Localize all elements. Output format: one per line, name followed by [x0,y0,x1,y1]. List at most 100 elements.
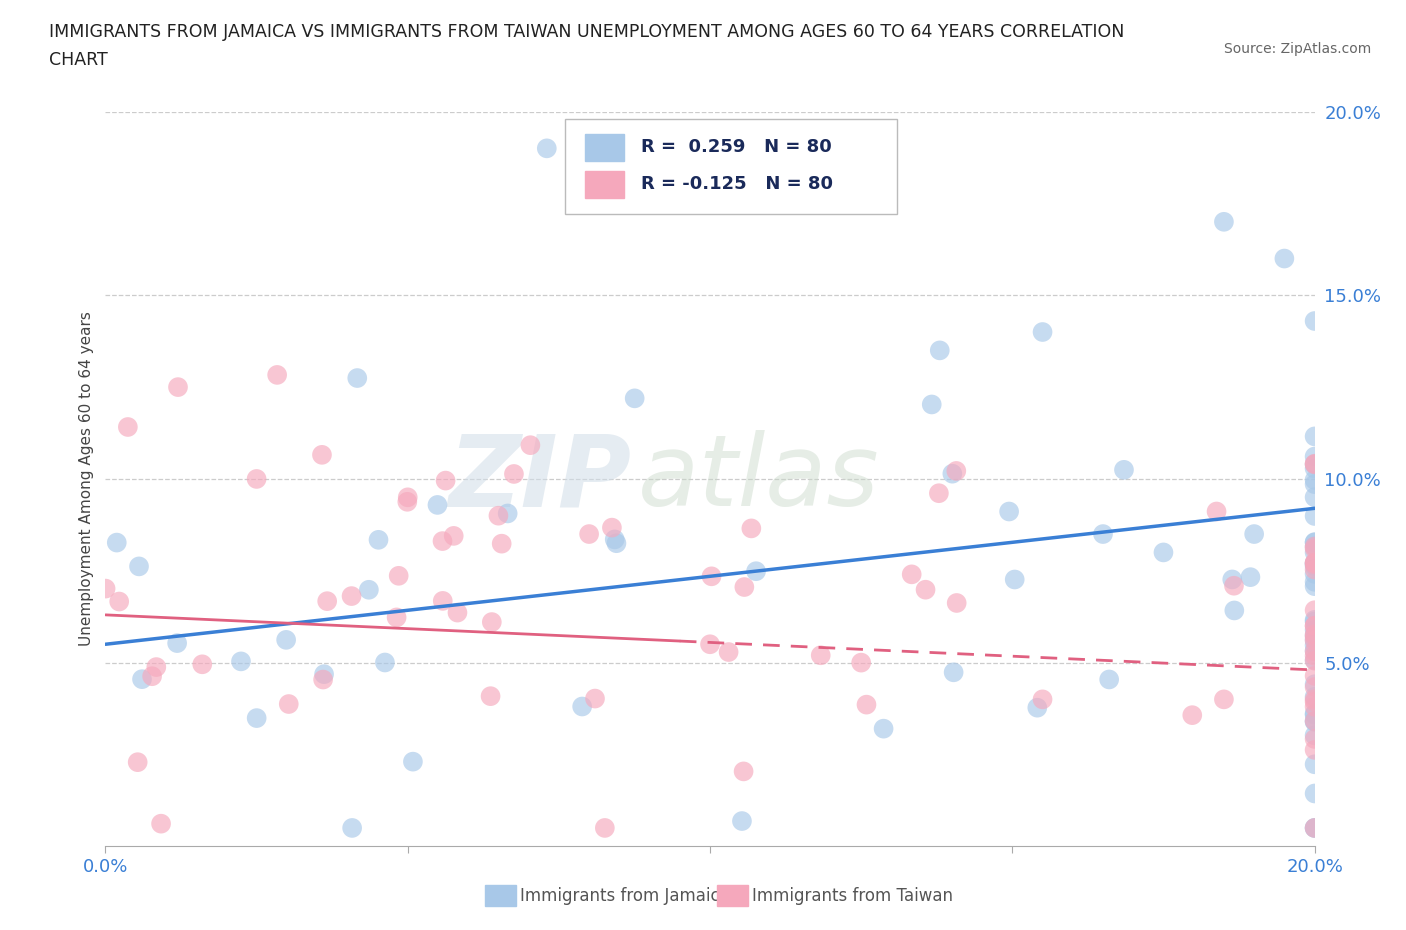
FancyBboxPatch shape [565,119,897,215]
Point [1303,714,1326,729]
Point [941,466,963,481]
Point [810,648,832,663]
Point [1303,539,1326,554]
Point [396,495,419,510]
Point [849,655,872,670]
Point [928,485,950,500]
Point [340,589,363,604]
Point [1303,559,1326,574]
Point [1303,535,1326,550]
Bar [585,171,624,197]
Point [1004,572,1026,587]
Point [519,438,541,453]
Point [1243,526,1265,541]
Point [1153,545,1175,560]
Text: CHART: CHART [49,51,108,69]
Point [1303,689,1326,704]
Point [1303,677,1326,692]
Point [1303,706,1326,721]
Point [578,526,600,541]
Point [1026,700,1049,715]
Point [1303,648,1326,663]
Point [1212,214,1236,229]
Point [1303,653,1326,668]
Point [1303,457,1326,472]
Point [1303,313,1326,328]
Point [1032,325,1054,339]
Point [945,463,967,478]
Point [1303,555,1326,570]
Point [600,520,623,535]
Point [131,671,153,686]
Point [312,672,335,687]
Point [246,472,269,486]
Point [488,508,510,523]
Point [593,820,616,835]
Point [1239,570,1261,585]
Point [1303,449,1326,464]
Point [402,754,425,769]
Point [1303,556,1326,571]
Point [246,711,269,725]
Point [1303,708,1326,723]
Point [311,447,333,462]
Point [1303,613,1326,628]
Point [1303,562,1326,577]
Point [945,595,967,610]
Point [1303,820,1326,835]
Point [928,343,950,358]
Point [1303,644,1326,658]
Point [1205,504,1227,519]
Text: IMMIGRANTS FROM JAMAICA VS IMMIGRANTS FROM TAIWAN UNEMPLOYMENT AMONG AGES 60 TO : IMMIGRANTS FROM JAMAICA VS IMMIGRANTS FR… [49,23,1125,41]
Point [855,698,877,712]
Point [434,473,457,488]
Point [1223,603,1246,618]
Point [1220,572,1243,587]
Point [1303,555,1326,570]
Point [277,697,299,711]
Point [1303,694,1326,709]
Point [1303,653,1326,668]
Point [432,593,454,608]
Point [731,814,754,829]
Point [1303,633,1326,648]
Point [1303,545,1326,560]
Point [367,532,389,547]
Point [571,699,593,714]
Point [1303,692,1326,707]
Point [1303,757,1326,772]
Point [1112,462,1135,477]
Point [105,535,128,550]
Point [191,657,214,671]
Point [150,817,173,831]
Point [536,141,558,156]
Text: ZIP: ZIP [449,431,631,527]
Point [141,669,163,684]
Point [914,582,936,597]
Point [1303,490,1326,505]
Text: R = -0.125   N = 80: R = -0.125 N = 80 [641,175,834,193]
Y-axis label: Unemployment Among Ages 60 to 64 years: Unemployment Among Ages 60 to 64 years [79,312,94,646]
Point [94,581,117,596]
Point [1303,618,1326,633]
Point [717,644,740,659]
Point [1303,820,1326,835]
Point [900,567,922,582]
Point [1303,820,1326,835]
Point [1303,713,1326,728]
Point [1303,457,1326,472]
Point [496,506,519,521]
Point [942,665,965,680]
Point [1274,251,1296,266]
Point [1212,692,1236,707]
Point [1098,672,1121,687]
Point [314,667,336,682]
Point [145,659,167,674]
Point [1303,728,1326,743]
Point [1303,628,1326,643]
Point [921,397,943,412]
Point [700,569,723,584]
Point [1303,541,1326,556]
Point [443,528,465,543]
Point [346,370,368,385]
